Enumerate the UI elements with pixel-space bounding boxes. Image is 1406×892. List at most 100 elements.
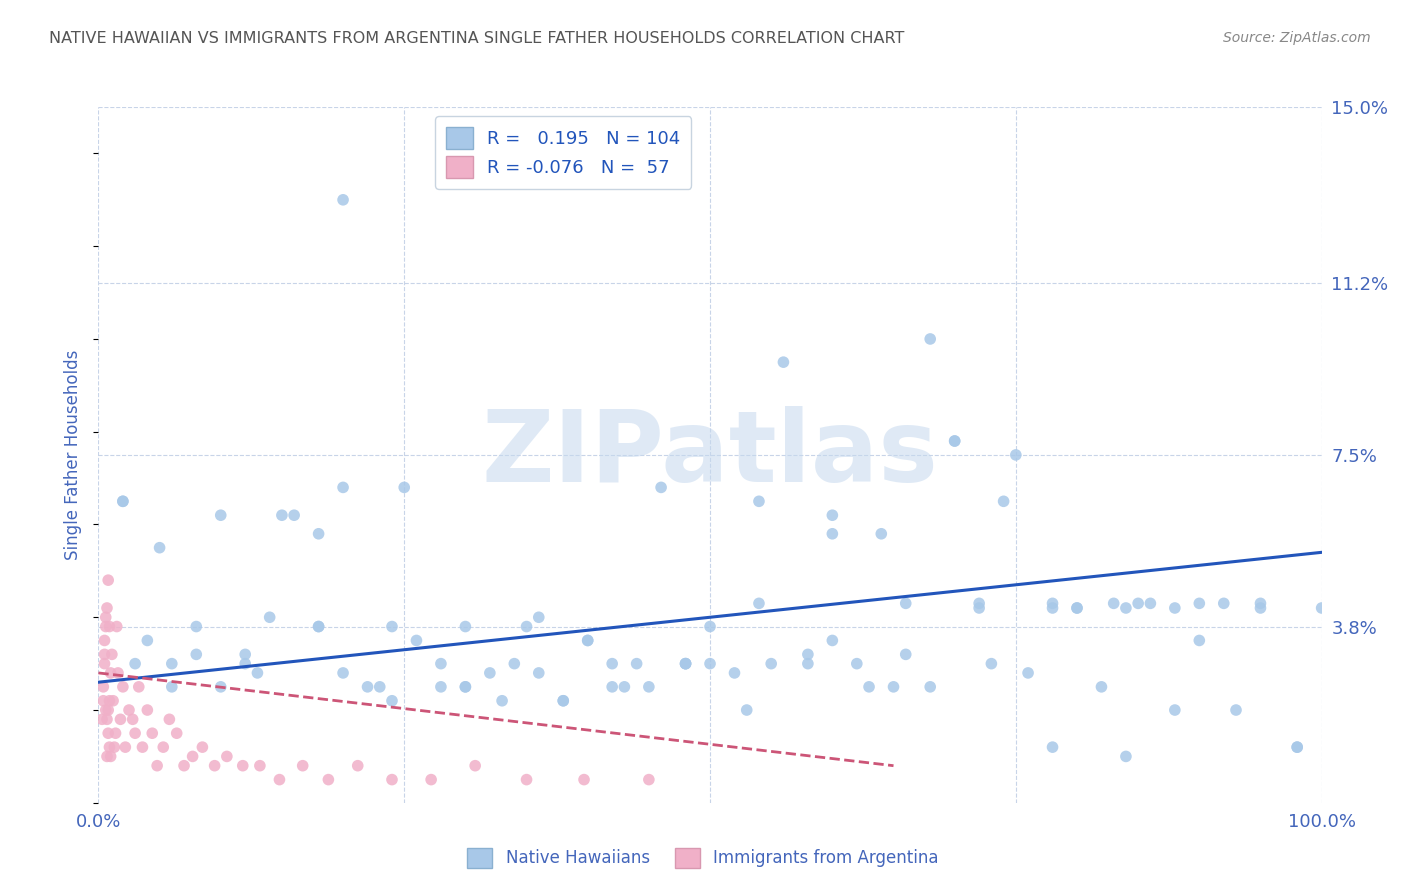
Point [232, 758, 254, 772]
Point [1310, 601, 1333, 615]
Point [1249, 596, 1271, 610]
Point [118, 703, 141, 717]
Point [392, 480, 416, 494]
Point [114, 740, 136, 755]
Point [699, 657, 721, 671]
Point [821, 526, 844, 541]
Point [1017, 665, 1039, 680]
Point [98, 694, 121, 708]
Point [1042, 740, 1064, 755]
Point [97, 703, 120, 717]
Point [723, 665, 745, 680]
Point [626, 657, 648, 671]
Point [1225, 703, 1247, 717]
Point [107, 665, 129, 680]
Point [1128, 596, 1150, 610]
Point [136, 633, 159, 648]
Point [1286, 740, 1309, 755]
Point [160, 680, 183, 694]
Point [103, 740, 125, 755]
Point [1212, 596, 1234, 610]
Point [186, 648, 208, 662]
Point [748, 494, 770, 508]
Point [111, 494, 134, 508]
Point [94, 703, 117, 717]
Point [215, 749, 238, 764]
Point [128, 680, 150, 694]
Point [405, 633, 427, 648]
Point [650, 480, 672, 494]
Legend: R =   0.195   N = 104, R = -0.076   N =  57: R = 0.195 N = 104, R = -0.076 N = 57 [434, 116, 692, 189]
Point [121, 712, 143, 726]
Point [308, 619, 330, 633]
Point [100, 665, 122, 680]
Point [136, 703, 159, 717]
Point [735, 703, 758, 717]
Point [233, 648, 256, 662]
Point [967, 596, 990, 610]
Point [675, 657, 697, 671]
Point [527, 610, 550, 624]
Point [93, 633, 115, 648]
Point [553, 694, 575, 708]
Point [283, 508, 305, 523]
Point [675, 657, 697, 671]
Point [204, 758, 226, 772]
Point [259, 610, 281, 624]
Point [894, 648, 917, 662]
Point [576, 633, 599, 648]
Point [166, 726, 188, 740]
Point [104, 726, 127, 740]
Point [797, 657, 820, 671]
Point [97, 573, 120, 587]
Y-axis label: Single Father Households: Single Father Households [65, 350, 83, 560]
Point [1004, 448, 1026, 462]
Point [96, 601, 118, 615]
Point [91, 680, 114, 694]
Point [430, 657, 453, 671]
Point [515, 619, 537, 633]
Point [920, 680, 942, 694]
Point [93, 648, 115, 662]
Point [368, 680, 391, 694]
Legend: Native Hawaiians, Immigrants from Argentina: Native Hawaiians, Immigrants from Argent… [461, 841, 945, 875]
Point [246, 665, 269, 680]
Point [94, 610, 117, 624]
Point [94, 619, 117, 633]
Point [1164, 703, 1187, 717]
Point [845, 657, 868, 671]
Point [105, 619, 128, 633]
Point [430, 680, 453, 694]
Text: ZIPatlas: ZIPatlas [482, 407, 938, 503]
Point [1249, 601, 1271, 615]
Point [675, 657, 697, 671]
Point [146, 758, 169, 772]
Point [233, 657, 256, 671]
Point [454, 680, 477, 694]
Point [269, 772, 291, 787]
Point [527, 665, 550, 680]
Point [356, 680, 378, 694]
Point [209, 680, 232, 694]
Point [821, 508, 844, 523]
Point [572, 772, 595, 787]
Point [96, 712, 118, 726]
Point [124, 726, 146, 740]
Point [308, 526, 330, 541]
Point [249, 758, 271, 772]
Point [332, 665, 354, 680]
Point [332, 480, 354, 494]
Point [381, 694, 404, 708]
Point [1139, 596, 1161, 610]
Point [111, 494, 134, 508]
Point [993, 494, 1015, 508]
Point [553, 694, 575, 708]
Point [1286, 740, 1309, 755]
Point [1102, 596, 1125, 610]
Point [97, 726, 120, 740]
Point [101, 648, 124, 662]
Point [160, 657, 183, 671]
Point [420, 772, 443, 787]
Point [980, 657, 1002, 671]
Point [152, 740, 174, 755]
